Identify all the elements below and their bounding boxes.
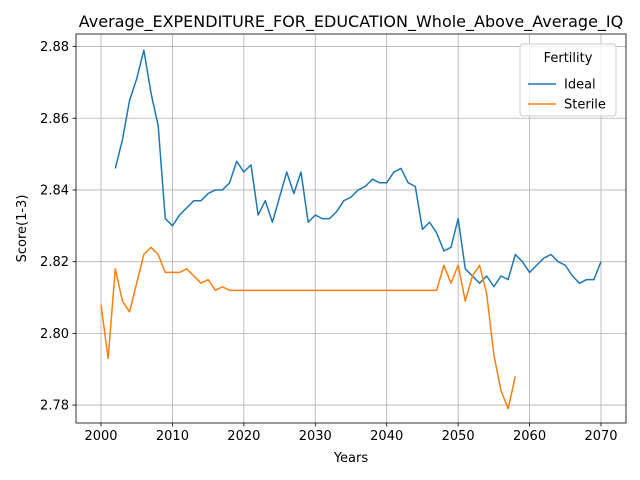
x-tick-label: 2050 [442,429,475,444]
plot-frame [75,33,627,424]
chart-title: Average_EXPENDITURE_FOR_EDUCATION_Whole_… [79,12,624,32]
y-tick-label: 2.88 [40,40,69,55]
x-tick-label: 2060 [513,429,546,444]
legend-label-sterile: Sterile [564,98,606,113]
x-tick-label: 2000 [84,429,117,444]
y-tick-label: 2.86 [40,112,69,127]
y-axis-label: Score(1-3) [15,195,30,263]
series-lines [100,49,602,410]
legend-title: Fertility [544,51,593,66]
legend-label-ideal: Ideal [564,78,596,93]
legend: Fertility Ideal Sterile [519,43,617,117]
x-tick-label: 2040 [370,429,403,444]
series-line-sterile [100,246,517,410]
x-tick-label: 2070 [584,429,617,444]
x-axis-label: Years [333,451,369,466]
axis-ticks: 2000 2010 2020 2030 2040 2050 2060 2070 2.78 2.80… [40,40,618,444]
y-tick-label: 2.78 [40,399,69,414]
legend-entries: Ideal Sterile [528,78,606,113]
y-tick-label: 2.82 [40,255,69,270]
x-tick-label: 2030 [299,429,332,444]
x-tick-label: 2020 [227,429,260,444]
y-tick-label: 2.80 [40,327,69,342]
series-line-ideal [114,49,602,288]
y-tick-label: 2.84 [40,183,69,198]
legend-box [519,43,617,117]
x-tick-label: 2010 [156,429,189,444]
